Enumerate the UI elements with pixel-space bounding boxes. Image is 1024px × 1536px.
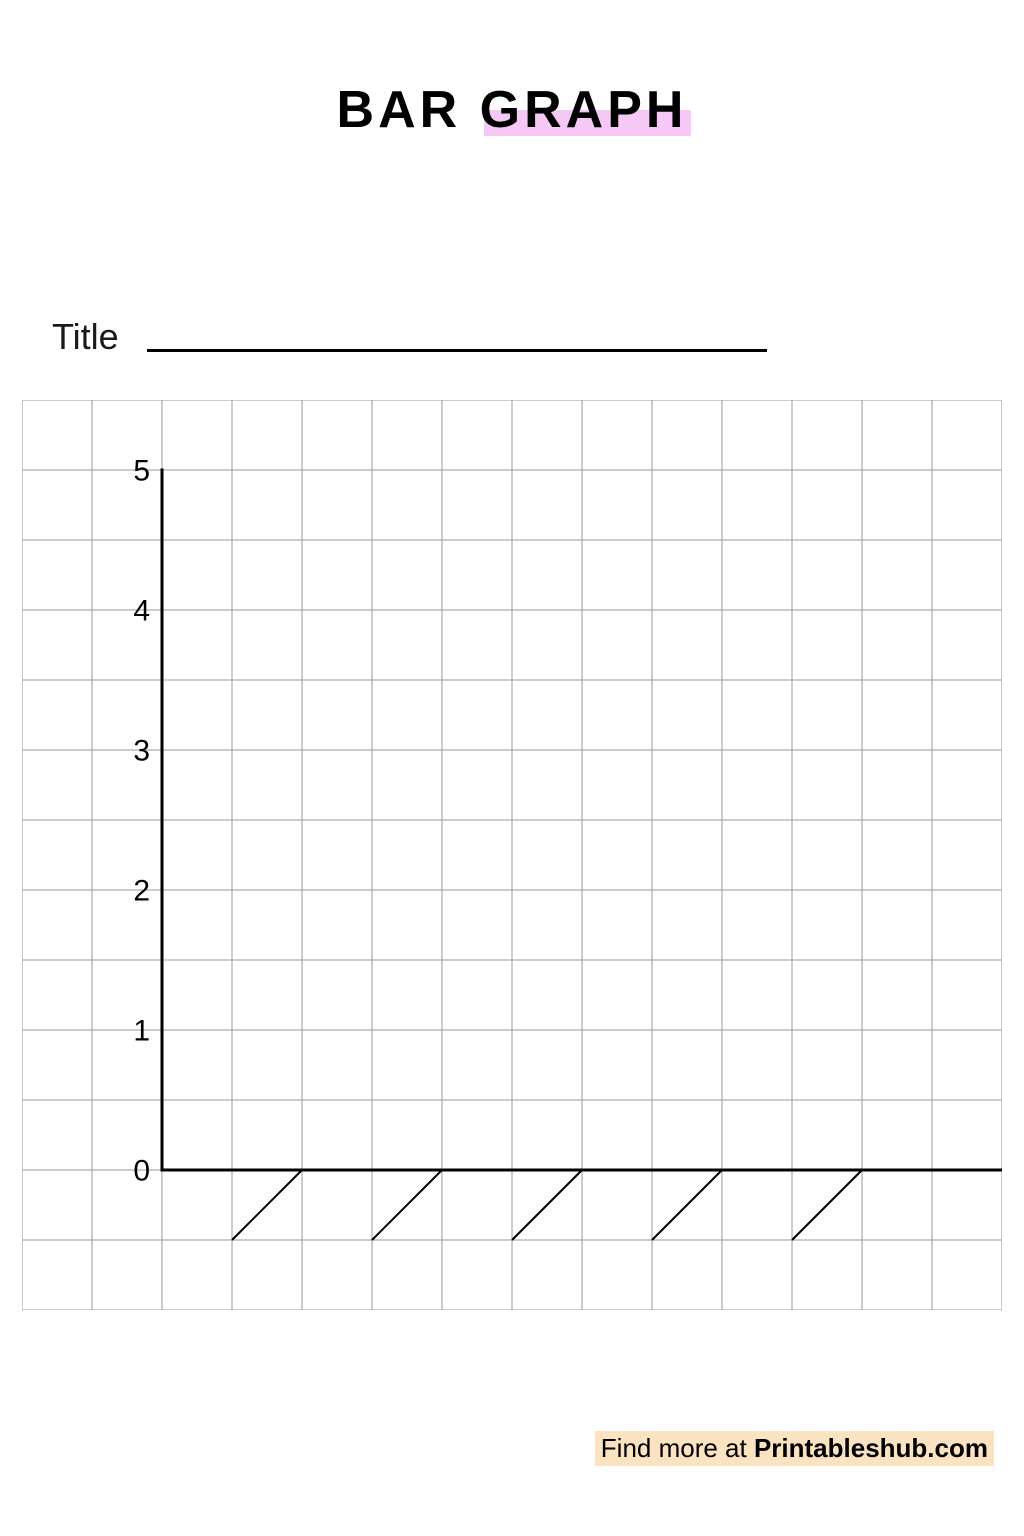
title-label: Title xyxy=(52,316,119,358)
y-tick-label: 5 xyxy=(133,455,150,488)
y-tick-label: 1 xyxy=(133,1015,150,1048)
heading-text: BAR GRAPH xyxy=(337,81,688,139)
title-blank-line[interactable] xyxy=(147,349,767,352)
y-tick-label: 3 xyxy=(133,735,150,768)
bar-graph-grid: 0 1 2 3 4 5 xyxy=(22,400,1002,1310)
footer-site: Printableshub.com xyxy=(754,1433,988,1463)
page: BAR GRAPH Title 0 1 2 3 4 5 Find more at Prin… xyxy=(0,0,1024,1536)
y-tick-label: 2 xyxy=(133,875,150,908)
page-heading: BAR GRAPH xyxy=(0,80,1024,140)
y-tick-label: 4 xyxy=(133,595,150,628)
y-tick-label: 0 xyxy=(133,1155,150,1188)
footer-credit: Find more at Printableshub.com xyxy=(595,1431,994,1466)
heading-highlight-wrap: BAR GRAPH xyxy=(337,80,688,140)
footer-prefix: Find more at xyxy=(601,1433,754,1463)
chart-area: 0 1 2 3 4 5 xyxy=(22,400,1002,1315)
title-field: Title xyxy=(52,316,767,358)
